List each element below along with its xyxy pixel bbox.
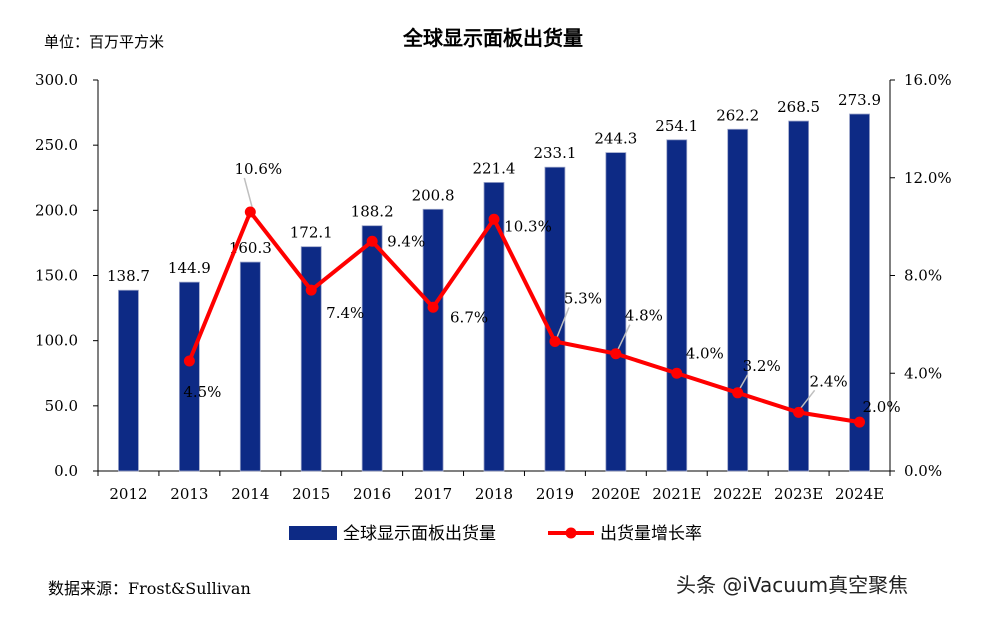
legend-bar-label: 全球显示面板出货量 (343, 524, 496, 544)
x-tick-label: 2017 (414, 485, 452, 503)
y-tick-label-right: 0.0% (904, 462, 942, 480)
y-tick-label-left: 0.0 (54, 462, 78, 480)
growth-point (732, 387, 744, 399)
unit-label: 单位：百万平方米 (44, 33, 164, 51)
x-tick-label: 2014 (231, 485, 269, 503)
growth-point (549, 335, 561, 347)
growth-point (854, 416, 866, 428)
watermark: 头条 @iVacuum真空聚焦 (676, 573, 908, 597)
bar (727, 128, 749, 472)
y-tick-label-left: 250.0 (35, 136, 78, 154)
bar-labels: 138.7 144.9 160.3 172.1 188.2 200.8 221.4 233.1… (107, 91, 881, 285)
x-tick-label: 2021E (652, 485, 701, 503)
bar (239, 261, 261, 472)
bar (422, 208, 444, 472)
y-tick-label-left: 300.0 (35, 71, 78, 89)
y-tick-label-right: 4.0% (904, 364, 942, 382)
growth-label: 2.4% (810, 372, 848, 390)
bar (605, 152, 627, 472)
legend-bar-swatch (289, 526, 337, 540)
x-tick-label: 2015 (292, 485, 330, 503)
bar-value-label: 268.5 (777, 98, 820, 116)
growth-label: 4.8% (625, 307, 663, 325)
axes: 0.0 50.0 100.0 150.0 200.0 250.0 300.0 0.0% 4.0%… (35, 71, 952, 503)
bar-value-label: 244.3 (594, 130, 637, 148)
growth-label: 7.4% (326, 304, 364, 322)
x-tick-label: 2019 (536, 485, 574, 503)
legend-line-label: 出货量增长率 (600, 524, 702, 544)
growth-point (427, 301, 439, 313)
bar-value-label: 200.8 (412, 186, 455, 204)
growth-label: 4.0% (686, 344, 724, 362)
growth-line (187, 209, 860, 425)
growth-label: 10.6% (234, 160, 282, 178)
growth-point (488, 213, 500, 225)
x-tick-label: 2016 (353, 485, 391, 503)
bar-value-label: 160.3 (229, 239, 272, 257)
bar-value-label: 188.2 (351, 203, 394, 221)
growth-label: 3.2% (743, 357, 781, 375)
x-tick-label: 2022E (713, 485, 762, 503)
growth-point (671, 367, 683, 379)
y-tick-label-right: 8.0% (904, 267, 942, 285)
leader-line (617, 324, 631, 351)
growth-point (183, 355, 195, 367)
x-tick-label: 2023E (774, 485, 823, 503)
chart-title: 全球显示面板出货量 (402, 26, 583, 50)
growth-point (366, 235, 378, 247)
x-tick-label: 2024E (835, 485, 884, 503)
bar (483, 182, 505, 472)
growth-label: 4.5% (183, 383, 221, 401)
bar-value-label: 138.7 (107, 267, 150, 285)
bar-value-label: 254.1 (655, 117, 698, 135)
bar-value-label: 221.4 (473, 159, 516, 177)
leader-line (556, 307, 570, 338)
y-tick-label-right: 12.0% (904, 169, 952, 187)
x-tick-label: 2020E (591, 485, 640, 503)
growth-label: 9.4% (387, 232, 425, 250)
bar (361, 225, 383, 472)
growth-label: 10.3% (504, 217, 552, 235)
y-tick-label-left: 150.0 (35, 267, 78, 285)
y-tick-label-left: 200.0 (35, 201, 78, 219)
x-tick-label: 2012 (109, 485, 147, 503)
y-tick-label-right: 16.0% (904, 71, 952, 89)
x-tick-label: 2018 (475, 485, 513, 503)
bar (544, 166, 566, 472)
leader-line (800, 389, 816, 409)
bar (118, 289, 139, 472)
x-tick-label: 2013 (170, 485, 208, 503)
bar-value-label: 144.9 (168, 259, 211, 277)
leader-lines (243, 177, 816, 409)
growth-point (305, 284, 317, 296)
bar-value-label: 273.9 (838, 91, 881, 109)
legend-line-marker (565, 527, 577, 539)
growth-label: 6.7% (450, 308, 488, 326)
line-labels: 4.5% 10.6% 7.4% 9.4% 6.7% 10.3% 5.3% 4.8% 4.0% 3.… (183, 160, 900, 416)
bar-value-label: 233.1 (533, 144, 576, 162)
leader-line (739, 374, 749, 390)
bar-value-label: 172.1 (290, 224, 333, 242)
bar (666, 139, 688, 472)
bar (300, 246, 322, 472)
bar-value-label: 262.2 (716, 106, 759, 124)
source-note: 数据来源：Frost&Sullivan (48, 579, 251, 598)
leader-line (243, 177, 254, 209)
y-tick-label-left: 50.0 (45, 397, 78, 415)
growth-label: 5.3% (564, 289, 602, 307)
growth-point (793, 406, 805, 418)
growth-label: 2.0% (862, 398, 900, 416)
growth-point (244, 206, 256, 218)
bar-series (118, 113, 870, 472)
legend: 全球显示面板出货量 出货量增长率 (289, 524, 702, 544)
growth-point (610, 348, 622, 360)
line-series (183, 206, 866, 428)
bar (178, 281, 200, 472)
bar (788, 120, 810, 472)
y-tick-label-left: 100.0 (35, 332, 78, 350)
bar (849, 113, 870, 472)
